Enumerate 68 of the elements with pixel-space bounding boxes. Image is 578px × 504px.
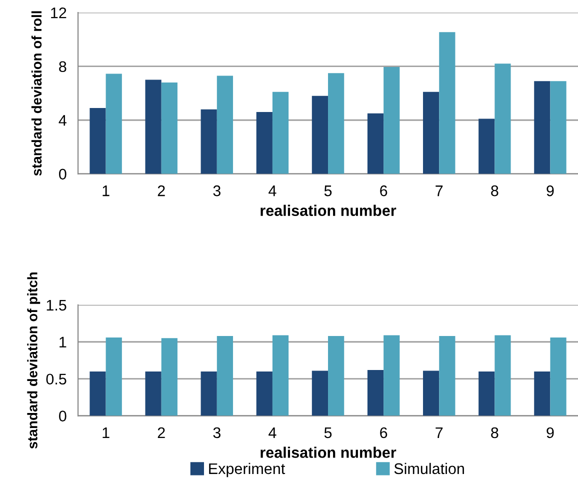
y-tick-label: 1 — [60, 336, 66, 348]
y-tick-label: 8 — [59, 61, 66, 72]
bar — [439, 32, 456, 174]
bar — [494, 64, 511, 174]
x-tick-label: 2 — [158, 185, 165, 196]
x-tick-label: 4 — [268, 427, 276, 438]
y-tick-label: 0 — [59, 410, 66, 422]
x-tick-label: 7 — [436, 427, 443, 438]
y-tick-label: 0.5 — [46, 374, 66, 385]
bar — [328, 73, 344, 174]
bar — [328, 336, 344, 416]
bar — [367, 370, 384, 416]
bar — [423, 370, 440, 416]
bar — [312, 96, 328, 174]
bar — [216, 336, 234, 416]
x-tick-label: 8 — [491, 427, 498, 438]
bar — [161, 82, 178, 174]
y-tick-label: 4 — [58, 115, 66, 126]
bar — [90, 371, 106, 416]
bar — [384, 67, 400, 174]
bar — [272, 335, 289, 416]
bar — [200, 109, 217, 174]
x-tick-label: 9 — [546, 427, 554, 438]
x-axis-title: realisation number — [260, 446, 396, 458]
bar — [145, 80, 162, 174]
y-tick-label: 0 — [59, 168, 66, 180]
bar — [272, 92, 289, 174]
x-tick-label: 1 — [102, 186, 110, 196]
x-tick-label: 3 — [213, 185, 220, 196]
bar — [106, 337, 122, 416]
x-tick-label: 5 — [324, 427, 332, 438]
bar — [494, 335, 511, 416]
x-tick-label: 7 — [436, 186, 443, 196]
y-tick-label: 1.5 — [46, 300, 66, 311]
bar — [439, 336, 456, 416]
bar — [423, 92, 440, 174]
bar — [256, 112, 272, 174]
x-tick-label: 4 — [268, 186, 276, 196]
bar — [478, 371, 495, 416]
x-tick-label: 6 — [380, 427, 388, 438]
x-axis-title: realisation number — [260, 204, 396, 216]
bar — [312, 370, 328, 416]
x-tick-label: 8 — [491, 185, 498, 196]
bar — [550, 81, 566, 174]
bar — [216, 76, 234, 174]
x-tick-label: 9 — [546, 185, 554, 196]
bar — [106, 74, 122, 174]
bar — [200, 371, 217, 416]
bar — [550, 337, 566, 416]
x-tick-label: 2 — [158, 427, 165, 438]
y-axis-title: standard deviation of roll — [31, 11, 42, 176]
x-tick-label: 3 — [213, 427, 220, 438]
bar — [145, 371, 162, 416]
y-tick-label: 12 — [51, 7, 66, 18]
x-tick-label: 1 — [102, 427, 110, 438]
bar — [384, 335, 400, 416]
x-tick-label: 6 — [380, 185, 388, 196]
bar — [256, 371, 272, 416]
y-axis-title: standard deviation of pitch — [27, 272, 40, 449]
bar — [534, 81, 550, 174]
legend-label: Simulation — [394, 462, 464, 474]
bar — [534, 371, 550, 416]
bar — [90, 108, 106, 174]
x-tick-label: 5 — [324, 186, 332, 196]
bar — [367, 113, 384, 174]
bar — [161, 338, 178, 416]
bar — [478, 118, 495, 174]
legend-label: Experiment — [209, 462, 286, 478]
